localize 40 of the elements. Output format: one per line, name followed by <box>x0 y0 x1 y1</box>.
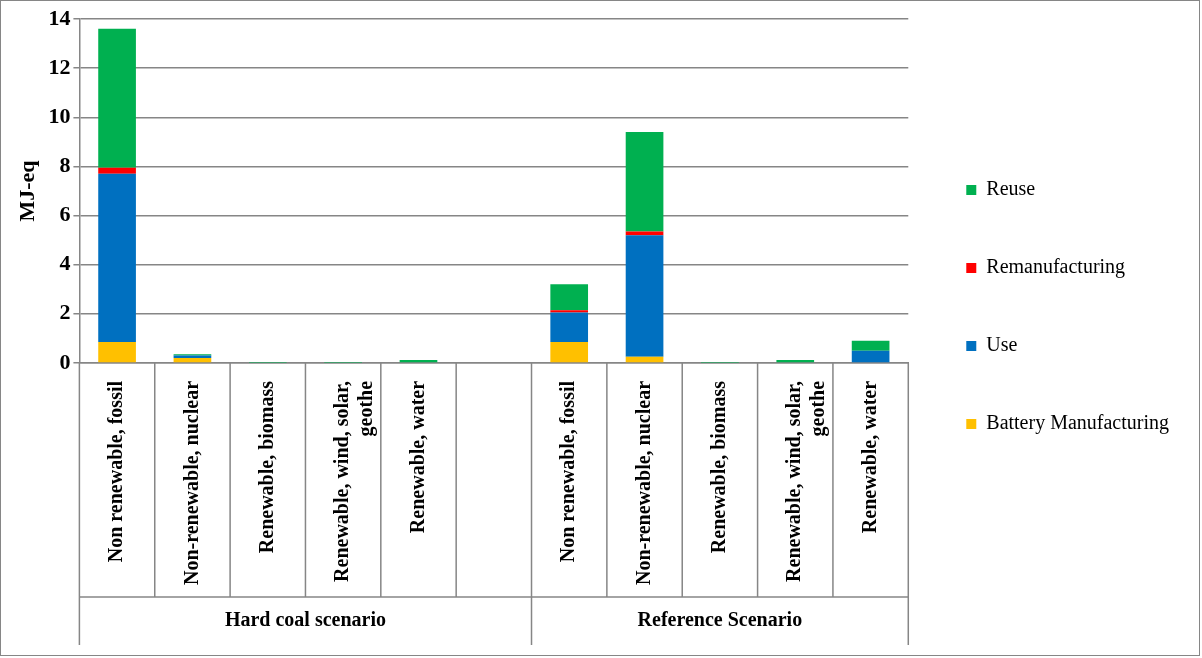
legend-label: Use <box>986 333 1018 356</box>
x-tick-label: Non-renewable, nuclear <box>631 380 654 586</box>
text: Hard coal scenario <box>224 608 387 631</box>
bar <box>98 28 136 168</box>
x-tick-label: Non renewable, fossil <box>104 380 127 563</box>
legend-label: Battery Manufacturing <box>986 411 1169 435</box>
bar <box>851 350 890 363</box>
legend-label: Remanufacturing <box>986 255 1126 279</box>
x-tick-label: Renewable, wind, solar, geothe <box>330 380 378 582</box>
bar <box>625 132 664 232</box>
bar <box>550 312 589 343</box>
y-axis-title: MJ-eq <box>13 159 39 222</box>
bar <box>625 235 664 357</box>
y-tick-label: 8 <box>59 152 71 178</box>
y-tick-label: 4 <box>59 250 71 276</box>
x-tick-label: Renewable, water <box>405 380 428 534</box>
text: Reference Scenario <box>637 608 803 631</box>
x-tick-label: Renewable, wind, solar, geothe <box>782 380 830 582</box>
y-tick-label: 6 <box>59 201 71 227</box>
y-tick-label: 10 <box>48 102 71 128</box>
bar <box>550 310 589 313</box>
bar <box>173 358 212 363</box>
y-tick-label: 14 <box>48 4 71 30</box>
legend-label: Reuse <box>986 177 1036 200</box>
bar <box>625 356 664 363</box>
x-tick-label: Renewable, biomass <box>254 380 277 554</box>
bar <box>550 342 589 363</box>
bar <box>550 284 589 311</box>
y-tick-label: 0 <box>59 348 71 374</box>
bar <box>851 340 890 351</box>
bar <box>98 342 136 363</box>
bar <box>98 167 136 174</box>
x-tick-label: Non-renewable, nuclear <box>179 380 202 586</box>
bar <box>98 173 136 343</box>
y-tick-label: 2 <box>59 299 71 325</box>
x-tick-label: Non renewable, fossil <box>556 380 579 563</box>
y-tick-label: 12 <box>48 53 71 79</box>
bar <box>776 360 815 363</box>
x-tick-label: Renewable, water <box>857 380 880 534</box>
x-tick-label: Renewable, biomass <box>707 380 730 554</box>
